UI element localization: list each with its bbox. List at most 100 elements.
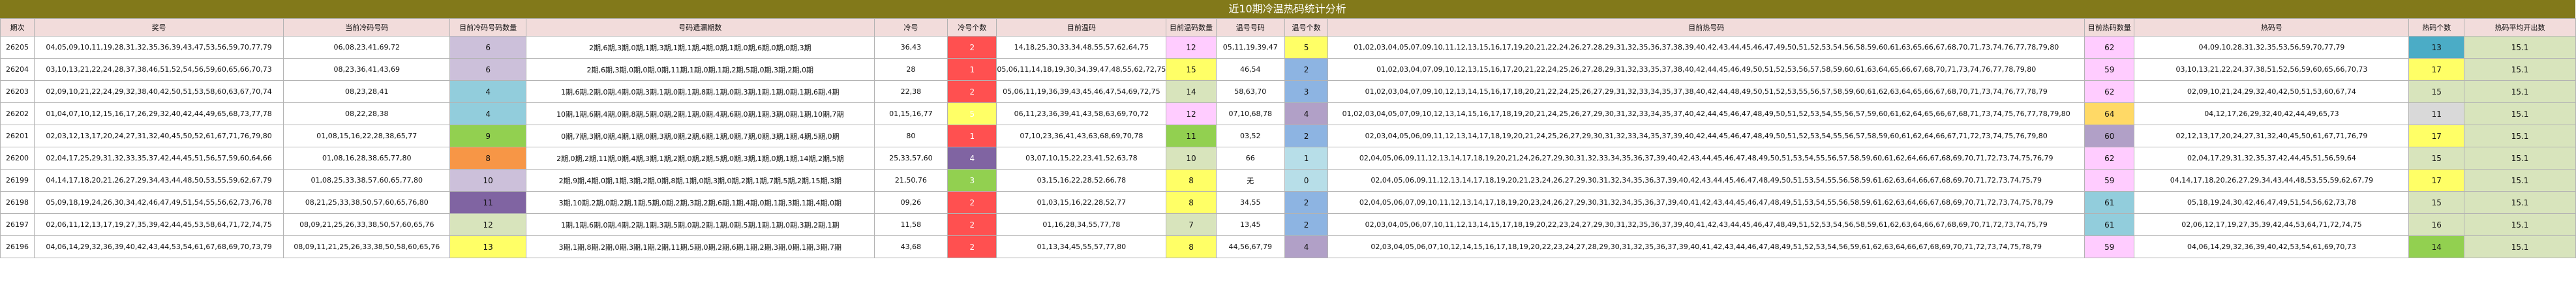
cell-miss[interactable]: 1期,1期,6期,0期,4期,2期,1期,3期,5期,0期,2期,1期,0期,5… <box>525 213 875 236</box>
cell-prize[interactable]: 04,05,09,10,11,19,28,31,32,35,36,39,43,4… <box>34 36 284 59</box>
cell-hot-count[interactable]: 61 <box>2084 213 2135 236</box>
cell-hot-count[interactable]: 62 <box>2084 147 2135 170</box>
cell-avg[interactable]: 15.1 <box>2464 191 2576 214</box>
cell-current-cold[interactable]: 08,23,36,41,43,69 <box>283 58 451 81</box>
cell-cold-draw[interactable]: 22,38 <box>873 80 948 103</box>
cell-warm-draw-count[interactable]: 2 <box>1284 125 1329 147</box>
cell-cold-draw[interactable]: 36,43 <box>873 36 948 59</box>
cell-warm-draw-count[interactable]: 2 <box>1284 213 1329 236</box>
cell-prize[interactable]: 02,03,12,13,17,20,24,27,31,32,40,45,50,5… <box>34 125 284 147</box>
cell-avg[interactable]: 15.1 <box>2464 36 2576 59</box>
cell-cold-draw-count[interactable]: 4 <box>947 147 997 170</box>
cell-hot[interactable]: 02,04,05,06,07,09,10,11,12,13,14,17,18,1… <box>1327 191 2085 214</box>
cell-current-cold[interactable]: 01,08,16,28,38,65,77,80 <box>283 147 451 170</box>
cell-hot[interactable]: 02,03,04,05,06,07,10,11,12,13,14,15,17,1… <box>1327 213 2085 236</box>
cell-warm[interactable]: 06,11,23,36,39,41,43,58,63,69,70,72 <box>996 102 1167 125</box>
cell-warm-draw-count[interactable]: 2 <box>1284 58 1329 81</box>
cell-miss[interactable]: 3期,10期,2期,0期,2期,1期,5期,0期,2期,3期,2期,6期,1期,… <box>525 191 875 214</box>
cell-miss[interactable]: 3期,1期,8期,2期,0期,3期,1期,2期,11期,5期,0期,2期,6期,… <box>525 235 875 258</box>
cell-cold-draw-count[interactable]: 2 <box>947 235 997 258</box>
cell-cold-count[interactable]: 6 <box>449 58 526 81</box>
cell-warm-count[interactable]: 8 <box>1166 235 1217 258</box>
cell-cold-draw-count[interactable]: 3 <box>947 169 997 192</box>
cell-prize[interactable]: 05,09,18,19,24,26,30,34,42,46,47,49,51,5… <box>34 191 284 214</box>
cell-hot[interactable]: 02,04,05,06,09,11,12,13,14,17,18,19,20,2… <box>1327 147 2085 170</box>
cell-prize[interactable]: 01,04,07,10,12,15,16,17,26,29,32,40,42,4… <box>34 102 284 125</box>
cell-avg[interactable]: 15.1 <box>2464 169 2576 192</box>
cell-hot-count[interactable]: 59 <box>2084 169 2135 192</box>
cell-avg[interactable]: 15.1 <box>2464 235 2576 258</box>
cell-miss[interactable]: 2期,6期,3期,0期,0期,0期,11期,1期,0期,1期,2期,5期,0期,… <box>525 58 875 81</box>
cell-cold-draw-count[interactable]: 2 <box>947 36 997 59</box>
cell-warm-draw[interactable]: 03,52 <box>1215 125 1285 147</box>
cell-hot-draw[interactable]: 02,06,12,17,19,27,35,39,42,44,53,64,71,7… <box>2134 213 2410 236</box>
cell-hot-draw[interactable]: 04,14,17,18,20,26,27,29,34,43,44,48,53,5… <box>2134 169 2410 192</box>
cell-warm-count[interactable]: 7 <box>1166 213 1217 236</box>
cell-current-cold[interactable]: 08,21,25,33,38,50,57,60,65,76,80 <box>283 191 451 214</box>
cell-warm-count[interactable]: 8 <box>1166 191 1217 214</box>
cell-warm[interactable]: 05,06,11,14,18,19,30,34,39,47,48,55,62,7… <box>996 58 1167 81</box>
cell-hot-count[interactable]: 60 <box>2084 125 2135 147</box>
cell-hot-draw-count[interactable]: 14 <box>2408 235 2465 258</box>
cell-warm-draw-count[interactable]: 1 <box>1284 147 1329 170</box>
cell-hot-draw-count[interactable]: 17 <box>2408 58 2465 81</box>
cell-hot-count[interactable]: 62 <box>2084 36 2135 59</box>
cell-warm[interactable]: 01,03,15,16,22,28,52,77 <box>996 191 1167 214</box>
cell-hot-draw-count[interactable]: 15 <box>2408 80 2465 103</box>
cell-warm[interactable]: 05,06,11,19,36,39,43,45,46,47,54,69,72,7… <box>996 80 1167 103</box>
cell-hot-draw[interactable]: 04,06,14,29,32,36,39,40,42,53,54,61,69,7… <box>2134 235 2410 258</box>
cell-cold-count[interactable]: 8 <box>449 147 526 170</box>
cell-hot-draw[interactable]: 03,10,13,21,22,24,37,38,51,52,56,59,60,6… <box>2134 58 2410 81</box>
cell-hot-draw-count[interactable]: 16 <box>2408 213 2465 236</box>
cell-cold-count[interactable]: 4 <box>449 102 526 125</box>
cell-hot-draw-count[interactable]: 11 <box>2408 102 2465 125</box>
cell-prize[interactable]: 03,10,13,21,22,24,28,37,38,46,51,52,54,5… <box>34 58 284 81</box>
cell-warm[interactable]: 01,16,28,34,55,77,78 <box>996 213 1167 236</box>
cell-cold-draw[interactable]: 09,26 <box>873 191 948 214</box>
cell-warm-draw-count[interactable]: 5 <box>1284 36 1329 59</box>
cell-prize[interactable]: 04,14,17,18,20,21,26,27,29,34,43,44,48,5… <box>34 169 284 192</box>
cell-miss[interactable]: 10期,1期,6期,4期,0期,8期,5期,0期,2期,1期,0期,4期,6期,… <box>525 102 875 125</box>
cell-hot[interactable]: 01,02,03,04,07,09,10,12,13,15,16,17,20,2… <box>1327 58 2085 81</box>
cell-warm-count[interactable]: 15 <box>1166 58 1217 81</box>
cell-hot-count[interactable]: 59 <box>2084 235 2135 258</box>
cell-period[interactable]: 26197 <box>0 213 35 236</box>
cell-warm-draw[interactable]: 无 <box>1215 169 1285 192</box>
cell-avg[interactable]: 15.1 <box>2464 125 2576 147</box>
cell-cold-draw-count[interactable]: 1 <box>947 125 997 147</box>
cell-current-cold[interactable]: 08,09,21,25,26,33,38,50,57,60,65,76 <box>283 213 451 236</box>
cell-miss[interactable]: 2期,6期,3期,0期,1期,3期,1期,1期,4期,0期,1期,0期,6期,0… <box>525 36 875 59</box>
cell-avg[interactable]: 15.1 <box>2464 147 2576 170</box>
cell-cold-draw[interactable]: 28 <box>873 58 948 81</box>
cell-current-cold[interactable]: 08,22,28,38 <box>283 102 451 125</box>
cell-miss[interactable]: 1期,6期,2期,0期,4期,0期,3期,1期,0期,1期,8期,1期,0期,3… <box>525 80 875 103</box>
cell-warm-draw-count[interactable]: 3 <box>1284 80 1329 103</box>
cell-avg[interactable]: 15.1 <box>2464 58 2576 81</box>
cell-hot-draw-count[interactable]: 15 <box>2408 191 2465 214</box>
cell-period[interactable]: 26199 <box>0 169 35 192</box>
cell-cold-draw-count[interactable]: 5 <box>947 102 997 125</box>
cell-warm-draw-count[interactable]: 4 <box>1284 235 1329 258</box>
cell-warm-draw-count[interactable]: 0 <box>1284 169 1329 192</box>
cell-hot-draw-count[interactable]: 15 <box>2408 147 2465 170</box>
cell-warm-draw[interactable]: 46,54 <box>1215 58 1285 81</box>
cell-avg[interactable]: 15.1 <box>2464 80 2576 103</box>
cell-period[interactable]: 26196 <box>0 235 35 258</box>
cell-warm[interactable]: 01,13,34,45,55,57,77,80 <box>996 235 1167 258</box>
cell-warm-draw-count[interactable]: 2 <box>1284 191 1329 214</box>
cell-cold-draw[interactable]: 25,33,57,60 <box>873 147 948 170</box>
cell-warm-count[interactable]: 14 <box>1166 80 1217 103</box>
cell-warm[interactable]: 14,18,25,30,33,34,48,55,57,62,64,75 <box>996 36 1167 59</box>
cell-hot[interactable]: 01,02,03,04,07,09,10,12,13,14,15,16,17,1… <box>1327 80 2085 103</box>
cell-hot-count[interactable]: 64 <box>2084 102 2135 125</box>
cell-hot-draw[interactable]: 05,18,19,24,30,42,46,47,49,51,54,56,62,7… <box>2134 191 2410 214</box>
cell-cold-draw[interactable]: 01,15,16,77 <box>873 102 948 125</box>
cell-prize[interactable]: 02,09,10,21,22,24,29,32,38,40,42,50,51,5… <box>34 80 284 103</box>
cell-warm[interactable]: 03,07,10,15,22,23,41,52,63,78 <box>996 147 1167 170</box>
cell-warm-draw[interactable]: 07,10,68,78 <box>1215 102 1285 125</box>
cell-current-cold[interactable]: 08,23,28,41 <box>283 80 451 103</box>
cell-hot-draw-count[interactable]: 13 <box>2408 36 2465 59</box>
cell-cold-draw-count[interactable]: 2 <box>947 191 997 214</box>
cell-cold-count[interactable]: 4 <box>449 80 526 103</box>
cell-period[interactable]: 26203 <box>0 80 35 103</box>
